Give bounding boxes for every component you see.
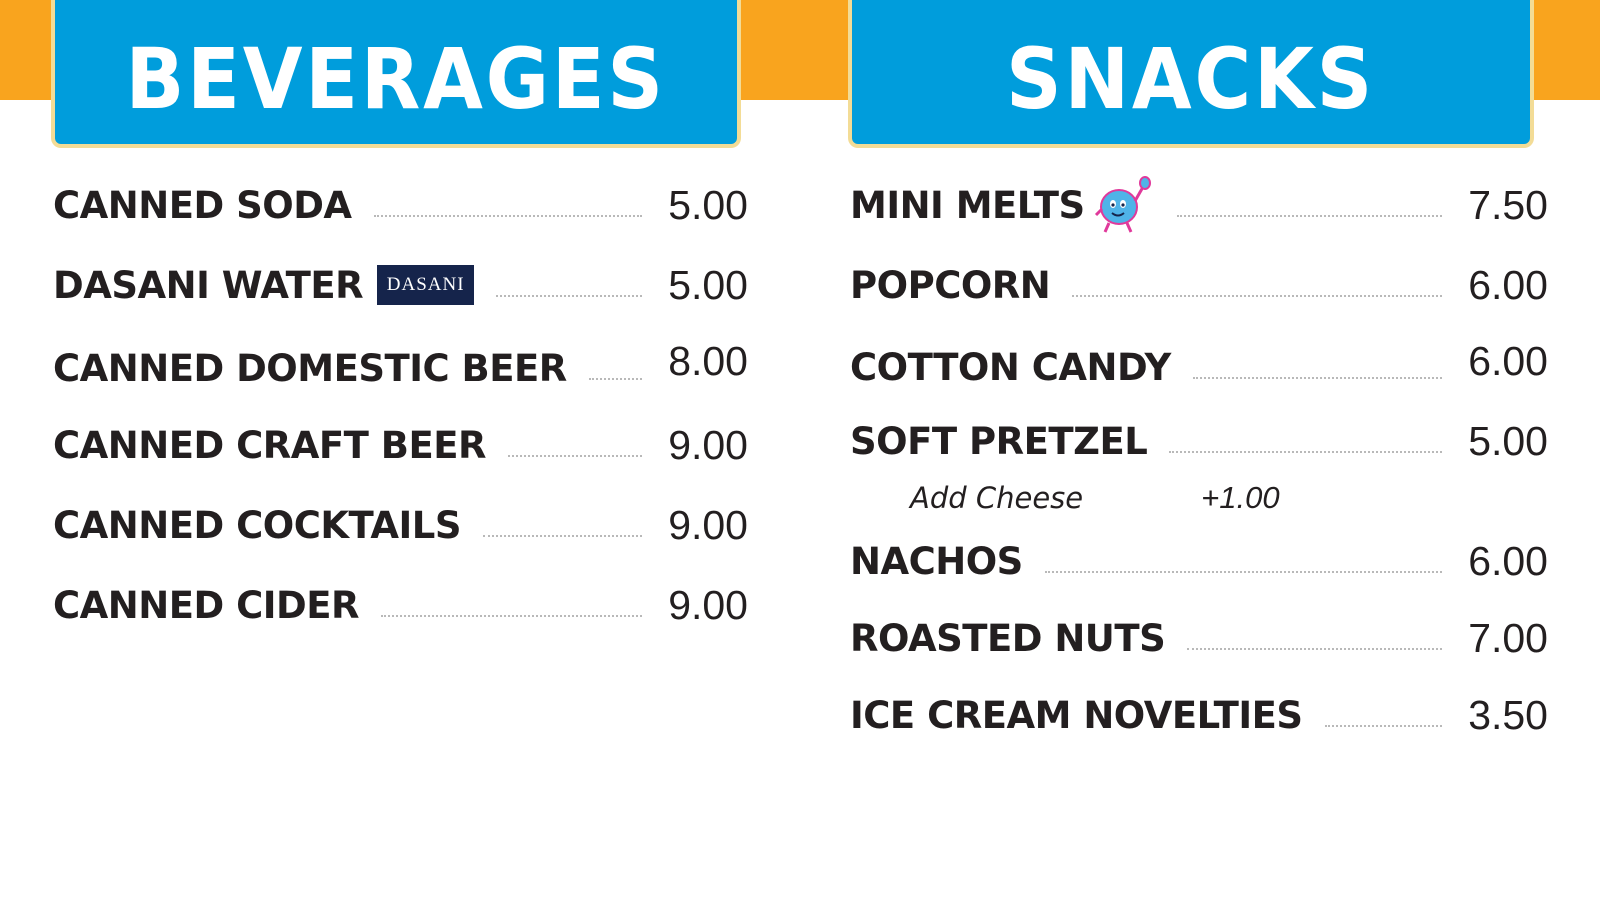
addon-add-cheese: Add Cheese +1.00: [910, 478, 1280, 518]
dot-leader: [588, 378, 642, 380]
item-price: 5.00: [668, 261, 748, 308]
item-price: 5.00: [1468, 417, 1548, 464]
item-name: CANNED CRAFT BEER: [53, 423, 487, 467]
menu-item-mini-melts: MINI MELTS 7.50: [850, 176, 1548, 233]
dot-leader: [1176, 215, 1442, 217]
addon-price: +1.00: [1201, 480, 1280, 515]
item-name: COTTON CANDY: [850, 345, 1171, 389]
dot-leader: [373, 215, 642, 217]
item-name: SOFT PRETZEL: [850, 419, 1148, 463]
dot-leader: [496, 295, 642, 297]
item-price: 6.00: [1468, 537, 1548, 584]
item-name: CANNED CIDER: [53, 583, 360, 627]
menu-item-popcorn: POPCORN 6.00: [850, 260, 1548, 310]
dot-leader: [1187, 648, 1442, 650]
item-price: 7.50: [1468, 181, 1548, 228]
item-price: 3.50: [1468, 691, 1548, 738]
item-name: POPCORN: [850, 263, 1051, 307]
addon-name: Add Cheese: [910, 481, 1084, 515]
item-name: NACHOS: [850, 539, 1023, 583]
menu-item-ice-cream-novelties: ICE CREAM NOVELTIES 3.50: [850, 690, 1548, 740]
menu-item-canned-domestic-beer: CANNED DOMESTIC BEER 8.00: [53, 338, 748, 393]
menu-item-cotton-candy: COTTON CANDY 6.00: [850, 338, 1548, 392]
dot-leader: [1044, 571, 1442, 573]
dot-leader: [1192, 377, 1442, 379]
dot-leader: [381, 615, 642, 617]
item-name: MINI MELTS: [850, 183, 1085, 227]
item-name: DASANI WATER: [53, 263, 364, 307]
dot-leader: [1169, 451, 1442, 453]
beverages-title: BEVERAGES: [125, 30, 667, 128]
item-price: 9.00: [668, 421, 748, 468]
item-name: CANNED SODA: [53, 183, 352, 227]
item-price: 6.00: [1468, 261, 1548, 308]
menu-item-canned-soda: CANNED SODA 5.00: [53, 180, 748, 230]
item-name: CANNED COCKTAILS: [53, 503, 462, 547]
beverages-header: BEVERAGES: [51, 0, 741, 148]
item-price: 7.00: [1468, 614, 1548, 661]
menu-item-canned-craft-beer: CANNED CRAFT BEER 9.00: [53, 420, 748, 470]
item-price: 5.00: [668, 181, 748, 228]
menu-item-soft-pretzel: SOFT PRETZEL 5.00: [850, 416, 1548, 466]
dot-leader: [1324, 725, 1442, 727]
item-price: 9.00: [668, 581, 748, 628]
dot-leader: [1072, 295, 1442, 297]
menu-item-nachos: NACHOS 6.00: [850, 536, 1548, 586]
dasani-logo: DASANI: [377, 265, 475, 305]
item-name: ROASTED NUTS: [850, 616, 1166, 660]
item-name: ICE CREAM NOVELTIES: [850, 693, 1303, 737]
item-price: 6.00: [1468, 337, 1548, 384]
item-price: 9.00: [668, 501, 748, 548]
menu-item-dasani-water: DASANI WATER DASANI 5.00: [53, 260, 748, 310]
menu-item-canned-cocktails: CANNED COCKTAILS 9.00: [53, 500, 748, 550]
item-name: CANNED DOMESTIC BEER: [53, 346, 567, 390]
menu-item-roasted-nuts: ROASTED NUTS 7.00: [850, 613, 1548, 663]
menu-item-canned-cider: CANNED CIDER 9.00: [53, 580, 748, 630]
ice-cream-mascot-icon: [1094, 176, 1151, 233]
item-price: 8.00: [668, 337, 748, 384]
snacks-title: SNACKS: [1006, 30, 1376, 128]
snacks-header: SNACKS: [848, 0, 1534, 148]
dot-leader: [508, 455, 642, 457]
dot-leader: [483, 535, 642, 537]
